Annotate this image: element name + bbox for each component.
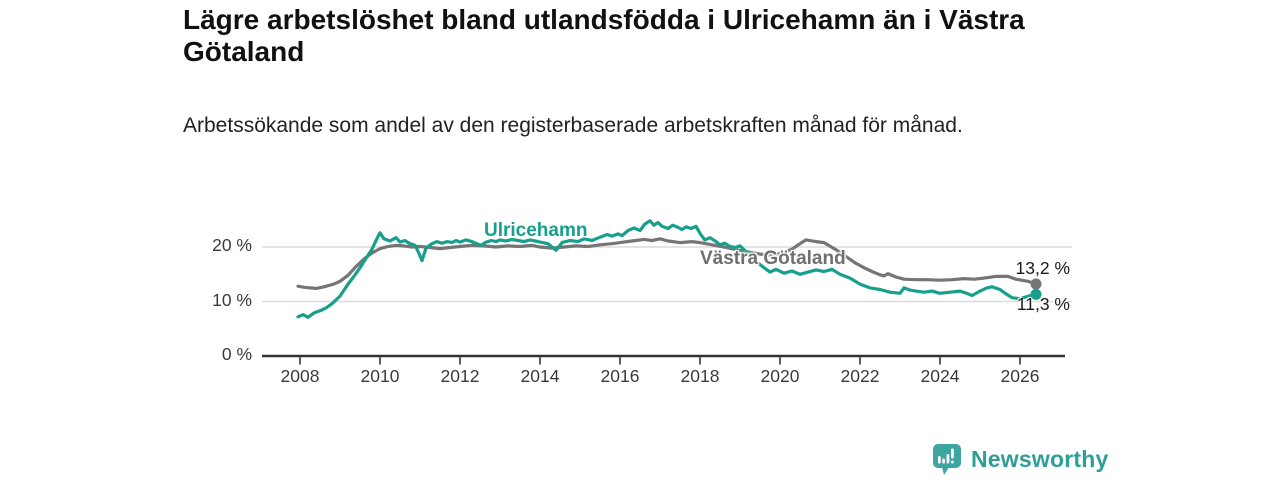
end-value-label-ulricehamn: 11,3 %: [1016, 294, 1070, 314]
end-dot-vastra-gotaland: [1030, 278, 1042, 290]
end-dot-ulricehamn: [1030, 288, 1042, 300]
page-subtitle: Arbetssökande som andel av den registerb…: [183, 114, 963, 137]
newsworthy-wordmark: Newsworthy: [971, 446, 1109, 472]
page-title: Lägre arbetslöshet bland utlandsfödda i …: [183, 4, 1025, 67]
bar-chart-pin-icon: [933, 444, 961, 475]
series-label-vastra-gotaland: Västra Götaland: [700, 248, 846, 269]
series-label-ulricehamn: Ulricehamn: [484, 220, 588, 241]
newsworthy-logo: Newsworthy: [932, 443, 1108, 476]
end-value-label-vastra-gotaland: 13,2 %: [1015, 258, 1070, 278]
line-ulricehamn: [296, 219, 1038, 319]
line-vastra-gotaland: [296, 237, 1038, 290]
